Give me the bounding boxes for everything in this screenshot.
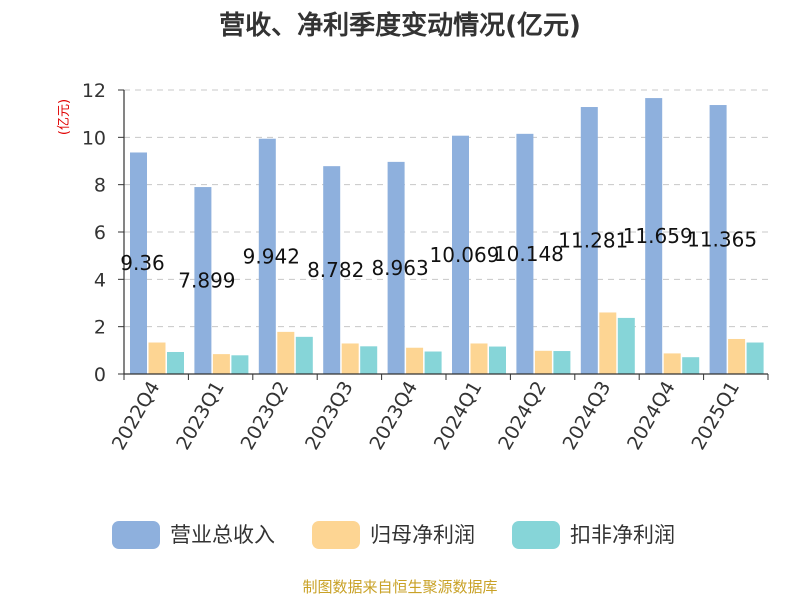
- y-tick-label: 8: [94, 175, 106, 197]
- revenue-data-label: 10.148: [494, 242, 564, 266]
- bar-deducted-net-profit[interactable]: [746, 342, 764, 374]
- legend-swatch: [312, 521, 360, 549]
- y-tick-label: 2: [94, 317, 106, 339]
- revenue-data-label: 8.782: [307, 258, 364, 282]
- gridlines: [124, 89, 768, 328]
- legend-label: 归母净利润: [370, 523, 475, 547]
- chart-title: 营收、净利季度变动情况(亿元): [219, 10, 581, 41]
- bar-revenue[interactable]: [516, 133, 534, 374]
- revenue-data-label: 8.963: [371, 256, 428, 280]
- legend-item-net-profit[interactable]: 归母净利润: [312, 521, 475, 549]
- bar-revenue[interactable]: [194, 187, 212, 374]
- source-note: 制图数据来自恒生聚源数据库: [302, 578, 497, 596]
- bar-net-profit[interactable]: [599, 312, 617, 374]
- x-tick-label: 2024Q3: [559, 378, 616, 454]
- bar-revenue[interactable]: [645, 98, 663, 374]
- bar-deducted-net-profit[interactable]: [617, 317, 635, 374]
- y-tick-label: 12: [82, 80, 106, 102]
- legend-label: 营业总收入: [170, 523, 275, 547]
- bar-net-profit[interactable]: [212, 354, 230, 374]
- x-tick-label: 2024Q1: [430, 378, 487, 454]
- bar-deducted-net-profit[interactable]: [424, 351, 442, 374]
- bar-revenue[interactable]: [258, 138, 276, 374]
- legend-label: 扣非净利润: [570, 523, 675, 547]
- bar-net-profit[interactable]: [148, 342, 166, 374]
- bar-revenue[interactable]: [709, 105, 727, 375]
- bar-revenue[interactable]: [130, 152, 147, 374]
- revenue-data-label: 11.659: [623, 224, 693, 248]
- x-tick-label: 2023Q1: [172, 378, 229, 454]
- y-tick-label: 10: [82, 127, 106, 149]
- legend[interactable]: 营业总收入 归母净利润 扣非净利润: [112, 521, 675, 549]
- bar-net-profit[interactable]: [470, 343, 488, 374]
- y-tick-label: 0: [94, 364, 106, 386]
- bar-revenue[interactable]: [323, 166, 341, 374]
- x-tick-label: 2025Q1: [687, 378, 744, 454]
- bar-net-profit[interactable]: [406, 347, 424, 374]
- y-tick-label: 6: [94, 222, 106, 244]
- bar-deducted-net-profit[interactable]: [360, 346, 378, 374]
- bar-revenue[interactable]: [387, 161, 405, 374]
- bar-net-profit[interactable]: [277, 331, 295, 374]
- revenue-data-label: 11.281: [558, 229, 628, 253]
- legend-item-revenue[interactable]: 营业总收入: [112, 521, 275, 549]
- bar-deducted-net-profit[interactable]: [231, 355, 249, 374]
- data-labels: 9.36 7.899 9.942 8.782 8.96310.06910.14811.2…: [120, 224, 757, 292]
- bar-deducted-net-profit[interactable]: [489, 346, 506, 374]
- bars: [130, 98, 764, 375]
- revenue-data-label: 11.365: [687, 228, 757, 252]
- bar-deducted-net-profit[interactable]: [553, 351, 571, 374]
- revenue-data-label: 9.942: [243, 244, 300, 268]
- x-tick-label: 2023Q4: [365, 378, 422, 454]
- x-tick-label: 2023Q2: [237, 378, 294, 454]
- x-tick-label: 2024Q2: [494, 378, 551, 454]
- legend-swatch: [112, 521, 160, 549]
- x-tick-label: 2023Q3: [301, 378, 358, 454]
- x-tick-label: 2022Q4: [108, 378, 165, 454]
- legend-item-deducted-net-profit[interactable]: 扣非净利润: [512, 521, 675, 549]
- revenue-data-label: 10.069: [430, 243, 500, 267]
- y-axis-unit: (亿元): [57, 99, 72, 135]
- bar-deducted-net-profit[interactable]: [682, 357, 700, 374]
- bar-revenue[interactable]: [452, 135, 469, 374]
- x-tick-label: 2024Q4: [623, 378, 680, 454]
- bar-deducted-net-profit[interactable]: [167, 351, 184, 374]
- bar-net-profit[interactable]: [728, 338, 746, 374]
- bar-deducted-net-profit[interactable]: [295, 336, 313, 374]
- y-tick-label: 4: [94, 269, 106, 291]
- bar-net-profit[interactable]: [663, 353, 681, 374]
- bar-net-profit[interactable]: [341, 343, 359, 374]
- revenue-data-label: 9.36: [120, 251, 165, 275]
- bar-net-profit[interactable]: [534, 350, 552, 374]
- bar-revenue[interactable]: [580, 107, 598, 375]
- revenue-data-label: 7.899: [178, 269, 235, 293]
- legend-swatch: [512, 521, 560, 549]
